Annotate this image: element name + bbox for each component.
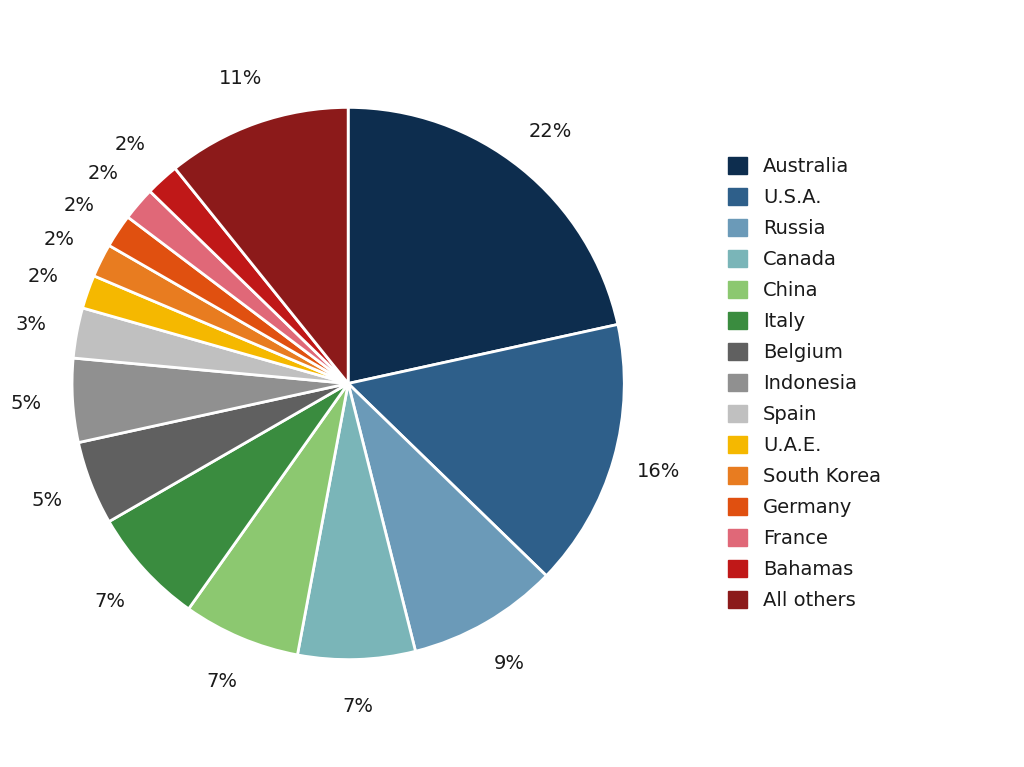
Text: 22%: 22% bbox=[529, 122, 572, 141]
Wedge shape bbox=[72, 358, 348, 443]
Text: 9%: 9% bbox=[495, 653, 525, 673]
Wedge shape bbox=[150, 169, 348, 384]
Wedge shape bbox=[109, 384, 348, 609]
Wedge shape bbox=[175, 107, 348, 384]
Text: 7%: 7% bbox=[207, 671, 238, 690]
Wedge shape bbox=[348, 107, 617, 384]
Text: 5%: 5% bbox=[32, 491, 62, 510]
Text: 2%: 2% bbox=[115, 135, 146, 154]
Text: 3%: 3% bbox=[15, 314, 46, 334]
Wedge shape bbox=[79, 384, 348, 522]
Text: 7%: 7% bbox=[94, 591, 125, 611]
Wedge shape bbox=[83, 276, 348, 384]
Wedge shape bbox=[109, 217, 348, 384]
Legend: Australia, U.S.A., Russia, Canada, China, Italy, Belgium, Indonesia, Spain, U.A.: Australia, U.S.A., Russia, Canada, China… bbox=[728, 156, 881, 611]
Text: 2%: 2% bbox=[63, 196, 94, 215]
Wedge shape bbox=[188, 384, 348, 655]
Text: 2%: 2% bbox=[43, 230, 75, 249]
Wedge shape bbox=[128, 191, 348, 384]
Text: 16%: 16% bbox=[637, 463, 681, 482]
Text: 5%: 5% bbox=[10, 394, 41, 413]
Text: 7%: 7% bbox=[343, 697, 374, 716]
Text: 11%: 11% bbox=[219, 69, 262, 88]
Wedge shape bbox=[74, 308, 348, 384]
Wedge shape bbox=[348, 384, 547, 651]
Text: 2%: 2% bbox=[28, 267, 59, 285]
Wedge shape bbox=[94, 245, 348, 384]
Wedge shape bbox=[297, 384, 416, 660]
Text: 2%: 2% bbox=[87, 164, 119, 183]
Wedge shape bbox=[348, 324, 625, 576]
